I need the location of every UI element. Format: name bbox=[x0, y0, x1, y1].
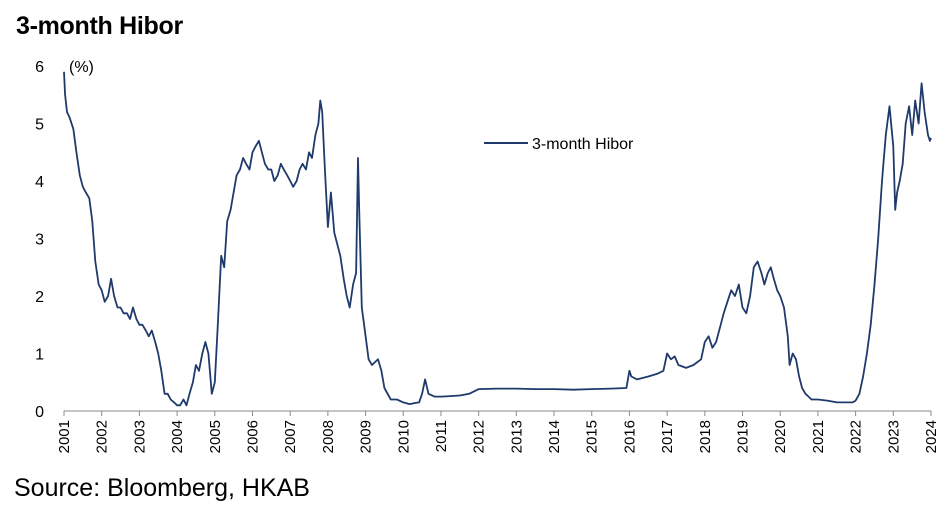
x-tick-label: 2022 bbox=[848, 420, 865, 453]
x-tick-label: 2014 bbox=[546, 420, 563, 453]
x-tick-label: 2004 bbox=[169, 420, 186, 453]
x-tick-label: 2023 bbox=[885, 420, 902, 453]
y-tick-label: 3 bbox=[35, 232, 44, 249]
x-tick-label: 2002 bbox=[94, 420, 111, 453]
chart-title: 3-month Hibor bbox=[16, 12, 183, 40]
y-tick-label: 5 bbox=[35, 117, 44, 134]
x-tick-label: 2019 bbox=[735, 420, 752, 453]
y-tick-label: 0 bbox=[35, 404, 44, 421]
y-tick-label: 4 bbox=[35, 174, 44, 191]
x-tick-label: 2024 bbox=[923, 420, 940, 453]
y-tick-label: 2 bbox=[35, 289, 44, 306]
legend-label: 3-month Hibor bbox=[532, 136, 634, 153]
y-tick-label: 6 bbox=[35, 59, 44, 76]
x-tick-label: 2011 bbox=[433, 420, 450, 452]
x-tick-label: 2003 bbox=[131, 420, 148, 453]
x-tick-label: 2009 bbox=[358, 420, 375, 453]
series-line-3-month-hibor bbox=[63, 71, 932, 407]
x-tick-label: 2012 bbox=[471, 420, 488, 453]
x-tick-label: 2021 bbox=[810, 420, 827, 453]
x-tick-label: 2008 bbox=[320, 420, 337, 453]
hibor-line-chart: 0 1 2 3 4 5 6 (%) 2001 2002 2003 2004 2005 2006 2007… bbox=[35, 59, 940, 453]
x-tick-label: 2010 bbox=[395, 420, 412, 453]
source-note: Source: Bloomberg, HKAB bbox=[14, 474, 310, 502]
x-tick-label: 2015 bbox=[584, 420, 601, 453]
x-tick-label: 2016 bbox=[621, 420, 638, 453]
legend: 3-month Hibor bbox=[484, 136, 634, 153]
x-tick-label: 2018 bbox=[697, 420, 714, 453]
x-tick-label: 2005 bbox=[207, 420, 224, 453]
y-axis-ticks: 0 1 2 3 4 5 6 bbox=[35, 59, 44, 421]
x-tick-label: 2017 bbox=[659, 420, 676, 453]
x-tick-label: 2006 bbox=[244, 420, 261, 453]
x-axis-ticks: 2001 2002 2003 2004 2005 2006 2007 2008 2009 2010… bbox=[56, 411, 940, 453]
x-tick-label: 2020 bbox=[772, 420, 789, 453]
x-tick-label: 2001 bbox=[56, 420, 73, 453]
y-tick-label: 1 bbox=[35, 347, 44, 364]
y-axis-unit: (%) bbox=[69, 59, 94, 76]
x-tick-label: 2007 bbox=[282, 420, 299, 453]
x-tick-label: 2013 bbox=[508, 420, 525, 453]
